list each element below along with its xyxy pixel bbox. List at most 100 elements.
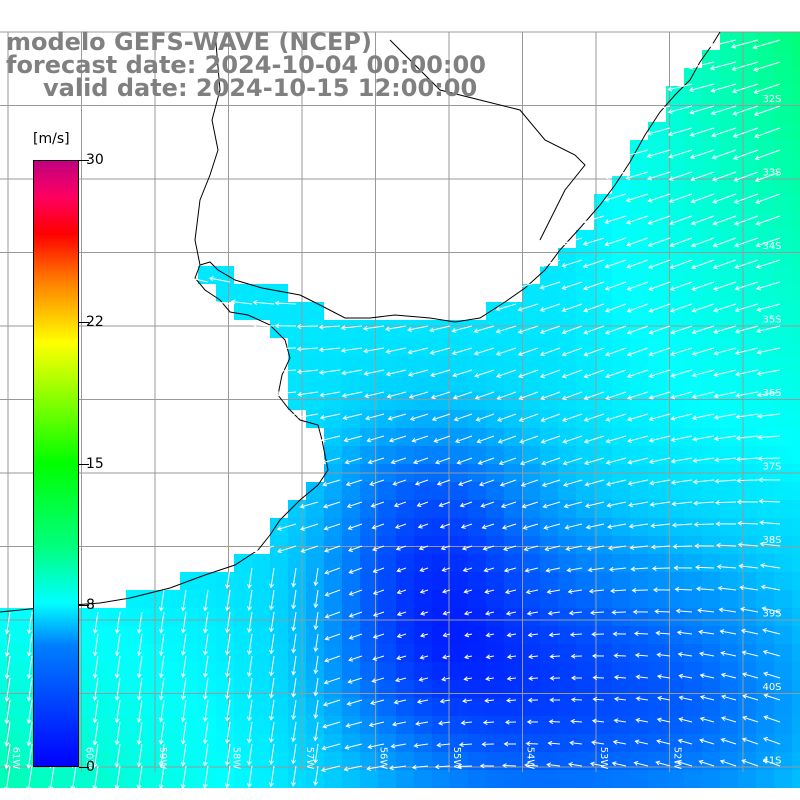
wind-arrowhead [519, 439, 525, 444]
lon-label: 57W [304, 747, 315, 770]
wind-arrowhead [567, 761, 573, 767]
wind-arrow [733, 127, 759, 137]
wind-arrowhead [669, 286, 675, 291]
wind-arrow [248, 567, 253, 588]
wind-arrow [248, 677, 253, 699]
wind-arrow [567, 567, 583, 572]
wind-arrow [6, 633, 11, 656]
wind-arrow [518, 369, 539, 378]
wind-arrowhead [367, 744, 373, 750]
wind-arrowhead [568, 610, 574, 616]
wind-arrowhead [407, 349, 413, 355]
wind-cell [270, 734, 288, 752]
wind-arrow [760, 564, 781, 569]
wind-arrow [647, 171, 671, 180]
wind-arrowhead [582, 241, 588, 246]
wind-cell [432, 752, 450, 770]
wind-arrowhead [561, 307, 567, 313]
wind-arrow [248, 743, 253, 765]
wind-arrow [349, 611, 363, 617]
wind-cell [738, 482, 756, 500]
wind-cell [522, 770, 540, 788]
wind-arrowhead [506, 676, 512, 682]
wind-arrowhead [585, 524, 591, 530]
wind-arrowhead [739, 585, 744, 591]
wind-arrow [625, 149, 649, 157]
wind-cell [270, 572, 288, 590]
wind-cell [108, 716, 126, 734]
wind-cell [648, 770, 666, 788]
wind-cell [270, 302, 288, 320]
wind-cell [270, 320, 288, 338]
wind-cell [612, 248, 630, 266]
wind-arrowhead [715, 521, 721, 527]
wind-cell [288, 374, 306, 392]
wind-arrow [367, 435, 385, 442]
wind-arrow [324, 655, 341, 662]
wind-arrowhead [539, 307, 545, 312]
wind-arrowhead [180, 739, 186, 745]
lat-label: 35S [762, 315, 781, 326]
wind-arrow [116, 743, 121, 767]
wind-arrowhead [693, 500, 698, 506]
wind-arrowhead [734, 242, 740, 248]
wind-cell [522, 518, 540, 536]
wind-arrowhead [741, 759, 747, 764]
wind-arrow [527, 611, 539, 615]
wind-arrowhead [583, 307, 589, 313]
wind-arrow [314, 589, 319, 608]
wind-arrow [563, 457, 583, 465]
wind-arrowhead [92, 718, 98, 724]
wind-cell [666, 248, 684, 266]
wind-arrow [478, 457, 495, 465]
wind-arrow [116, 699, 121, 723]
wind-cell [396, 608, 414, 626]
wind-cell [666, 698, 684, 716]
wind-cell [594, 446, 612, 464]
wind-cell [378, 572, 396, 590]
wind-cell [792, 410, 800, 428]
wind-cell [522, 428, 540, 446]
wind-cell [612, 518, 630, 536]
wind-arrow [523, 523, 539, 529]
wind-arrowhead [627, 481, 633, 486]
colorbar-tick-mark [79, 463, 89, 465]
wind-arrowhead [321, 745, 327, 751]
wind-cell [558, 356, 576, 374]
wind-arrowhead [479, 763, 485, 769]
wind-cell [756, 410, 774, 428]
wind-arrowhead [520, 482, 526, 487]
wind-cell [342, 500, 360, 518]
wind-cell [792, 500, 800, 518]
wind-cell [378, 338, 396, 356]
wind-cell [144, 698, 162, 716]
wind-cell [252, 662, 270, 680]
wind-arrowhead [392, 481, 398, 486]
wind-arrowhead [582, 263, 588, 269]
wind-cell [234, 734, 252, 752]
wind-arrowhead [754, 155, 760, 161]
wind-arrow [562, 281, 583, 290]
wind-cell [198, 770, 216, 788]
wind-cell [342, 698, 360, 716]
wind-arrow [568, 763, 583, 767]
wind-arrow [742, 673, 759, 679]
wind-cell [396, 698, 414, 716]
wind-arrow [606, 479, 627, 486]
wind-cell [576, 518, 594, 536]
wind-arrowhead [735, 435, 741, 441]
wind-arrowhead [291, 715, 297, 720]
wind-arrow [160, 655, 165, 678]
wind-arrowhead [734, 285, 740, 291]
wind-cell [486, 590, 504, 608]
wind-arrowhead [591, 631, 596, 637]
wind-arrow [28, 677, 33, 701]
wind-arrowhead [436, 742, 442, 748]
wind-cell [792, 176, 800, 194]
wind-cell [216, 590, 234, 608]
wind-arrowhead [419, 589, 425, 594]
wind-cell [450, 374, 468, 392]
wind-arrow [385, 325, 407, 331]
wind-cell [684, 320, 702, 338]
wind-cell [270, 284, 288, 302]
